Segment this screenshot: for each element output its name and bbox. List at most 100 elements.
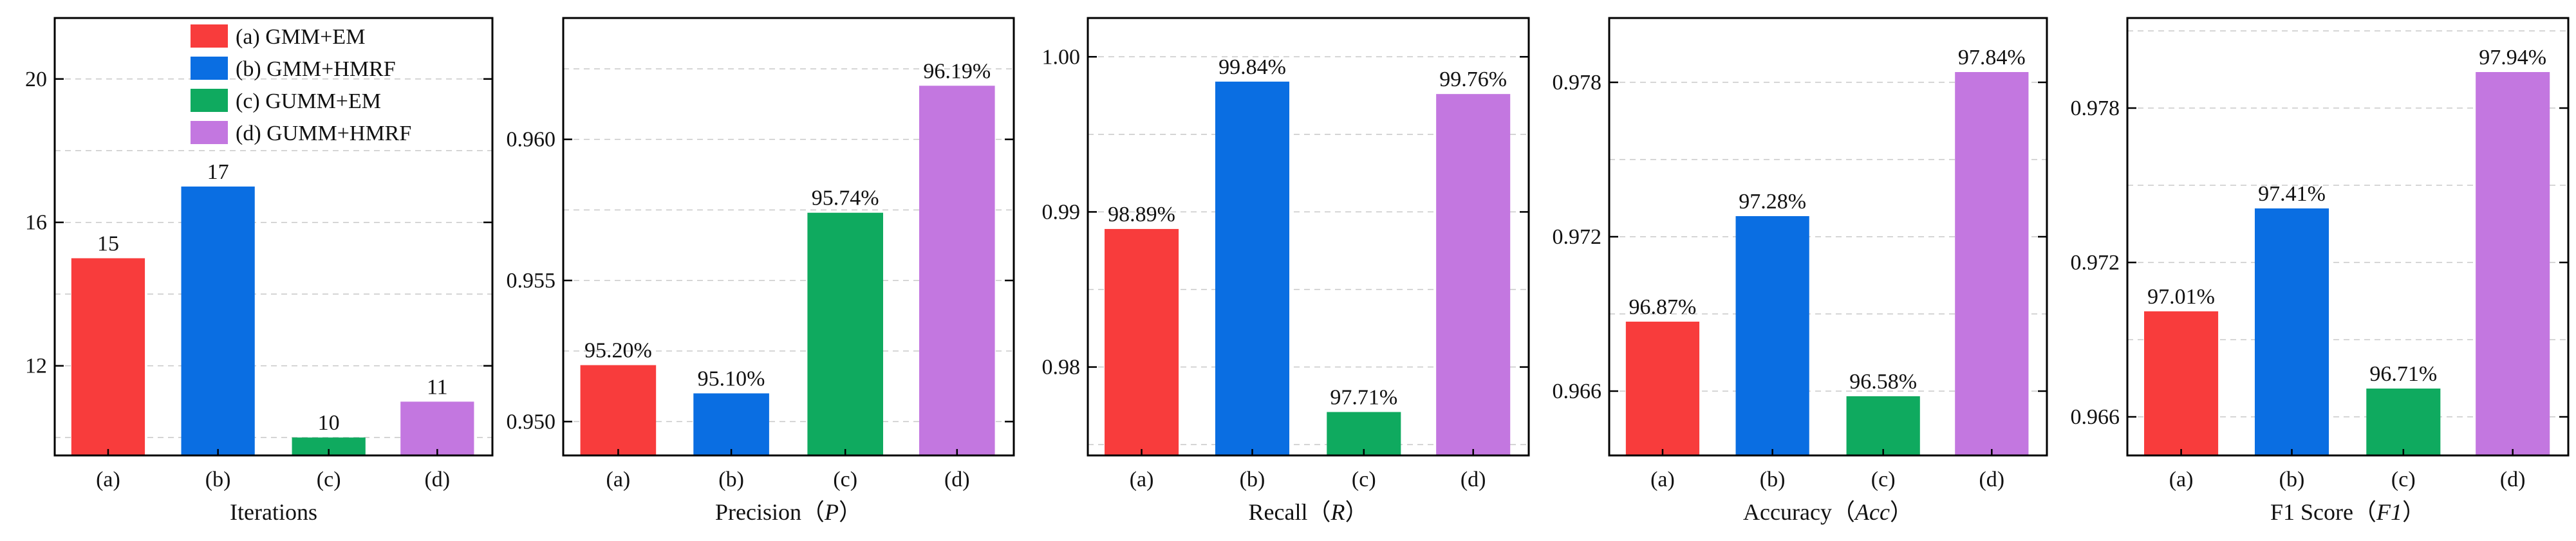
bar-b — [2254, 208, 2329, 455]
plot-frame — [2126, 17, 2570, 457]
chart-panel-4: 96.87% (a) 97.28% (b) 96.58% (c) 97.84% (d) 0.96… — [1553, 17, 2048, 525]
bar-d — [919, 86, 995, 455]
y-tick-label: 0.966 — [1553, 380, 1602, 403]
legend-label: (c) GUMM+EM — [236, 89, 381, 113]
bar-b — [1215, 81, 1290, 456]
chart-panel-2: 95.20% (a) 95.10% (b) 95.74% (c) 96.19% (d) 0.95… — [507, 17, 1015, 525]
bar-c — [1846, 396, 1920, 455]
bar-b — [181, 186, 255, 455]
x-tick-label: (d) — [1979, 468, 2004, 491]
x-tick-label: (b) — [205, 468, 231, 491]
bar-value-label: 97.28% — [1739, 190, 1806, 214]
x-axis-label-text: Iterations — [230, 499, 317, 525]
x-axis-label: Accuracy（Acc） — [1743, 499, 1913, 525]
x-axis-label-symbol: Acc — [1854, 499, 1890, 525]
x-axis-label-symbol: P — [824, 499, 839, 525]
legend-label: (a) GMM+EM — [236, 25, 365, 49]
x-tick-label: (d) — [424, 468, 450, 491]
bar-c — [807, 212, 883, 455]
bar-value-label: 96.87% — [1629, 295, 1697, 319]
bar-d — [400, 401, 474, 455]
y-tick-label: 1.00 — [1042, 45, 1081, 69]
x-tick-label: (c) — [1871, 468, 1896, 491]
x-axis-label: F1 Score（F1） — [2270, 499, 2425, 525]
bar-d — [1436, 94, 1511, 456]
y-tick-label: 20 — [25, 68, 47, 91]
bar-a — [1105, 228, 1179, 455]
x-axis-label-text: Precision — [715, 499, 801, 525]
bar-value-label: 10 — [318, 411, 340, 435]
x-tick-label: (d) — [2500, 468, 2526, 491]
x-tick-label: (d) — [944, 468, 970, 491]
plot-frame — [1087, 17, 1530, 457]
x-tick-label: (b) — [2279, 468, 2305, 491]
bar-value-label: 95.10% — [698, 367, 765, 390]
x-axis-label-symbol: R — [1330, 499, 1345, 525]
bar-value-label: 17 — [207, 160, 229, 184]
plot-frame — [53, 17, 494, 457]
bar-value-label: 15 — [97, 232, 119, 255]
bar-value-label: 95.74% — [812, 187, 879, 210]
y-tick-label: 0.972 — [1553, 225, 1602, 249]
y-tick-label: 0.978 — [2071, 96, 2120, 120]
x-tick-label: (c) — [1352, 468, 1376, 491]
x-tick-label: (a) — [606, 468, 631, 491]
plot-frame — [562, 17, 1015, 457]
x-axis-label: Recall（R） — [1249, 499, 1368, 525]
bar-value-label: 96.19% — [923, 59, 991, 83]
bar-d — [1955, 72, 2029, 455]
y-tick-label: 16 — [25, 211, 47, 235]
x-tick-label: (b) — [718, 468, 744, 491]
bar-a — [71, 258, 145, 455]
x-axis-label-text: Recall — [1249, 499, 1308, 525]
x-tick-label: (a) — [2169, 468, 2194, 491]
plot-frame — [1608, 17, 2048, 457]
bar-value-label: 96.58% — [1849, 370, 1917, 394]
legend-swatch-b — [191, 57, 228, 80]
bar-value-label: 97.84% — [1958, 46, 2026, 69]
legend: (a) GMM+EM (b) GMM+HMRF (c) GUMM+EM (d) GUM… — [191, 24, 411, 145]
bar-d — [2476, 72, 2550, 455]
y-tick-label: 0.98 — [1042, 356, 1081, 380]
bar-value-label: 97.01% — [2147, 285, 2215, 309]
bar-value-label: 99.76% — [1439, 68, 1507, 91]
bar-value-label: 96.71% — [2369, 362, 2437, 386]
y-tick-label: 0.978 — [1553, 71, 1602, 95]
legend-swatch-a — [191, 24, 228, 48]
bar-c — [1327, 412, 1401, 455]
legend-swatch-d — [191, 121, 228, 144]
legend-label: (b) GMM+HMRF — [236, 57, 396, 81]
y-tick-label: 0.99 — [1042, 200, 1081, 224]
x-axis-label-symbol: F1 — [2376, 499, 2402, 525]
y-tick-label: 0.960 — [507, 128, 556, 152]
y-tick-label: 0.955 — [507, 269, 556, 293]
chart-panel-1: 15 (a) 17 (b) 10 (c) 11 (d) 12 16 20 Iterations — [25, 17, 494, 525]
bar-value-label: 97.71% — [1330, 385, 1397, 409]
x-tick-label: (d) — [1461, 468, 1486, 491]
x-tick-label: (c) — [2391, 468, 2416, 491]
x-axis-label-text: Accuracy — [1743, 499, 1832, 525]
chart-panel-3: 98.89% (a) 99.84% (b) 97.71% (c) 99.76% (d) 0.98… — [1042, 17, 1530, 525]
x-tick-label: (c) — [317, 468, 341, 491]
bar-a — [1625, 322, 1700, 455]
y-tick-label: 0.972 — [2071, 251, 2120, 275]
x-tick-label: (a) — [1130, 468, 1154, 491]
x-tick-label: (b) — [1240, 468, 1265, 491]
chart-panel-5: 97.01% (a) 97.41% (b) 96.71% (c) 97.94% (d) 0.96… — [2071, 17, 2570, 525]
legend-label: (d) GUMM+HMRF — [236, 122, 411, 145]
x-tick-label: (c) — [833, 468, 857, 491]
x-axis-label: Iterations — [230, 499, 317, 525]
y-tick-label: 12 — [25, 354, 47, 378]
x-axis-label-text: F1 Score — [2270, 499, 2353, 525]
x-axis-label: Precision（P） — [715, 499, 862, 525]
y-tick-label: 0.966 — [2071, 405, 2120, 429]
y-tick-label: 0.950 — [507, 410, 556, 434]
bar-value-label: 11 — [427, 375, 448, 399]
legend-swatch-c — [191, 89, 228, 112]
bar-c — [2366, 389, 2441, 455]
x-tick-label: (b) — [1760, 468, 1786, 491]
x-tick-label: (a) — [96, 468, 120, 491]
bar-value-label: 95.20% — [584, 339, 652, 363]
bar-value-label: 99.84% — [1218, 55, 1286, 79]
